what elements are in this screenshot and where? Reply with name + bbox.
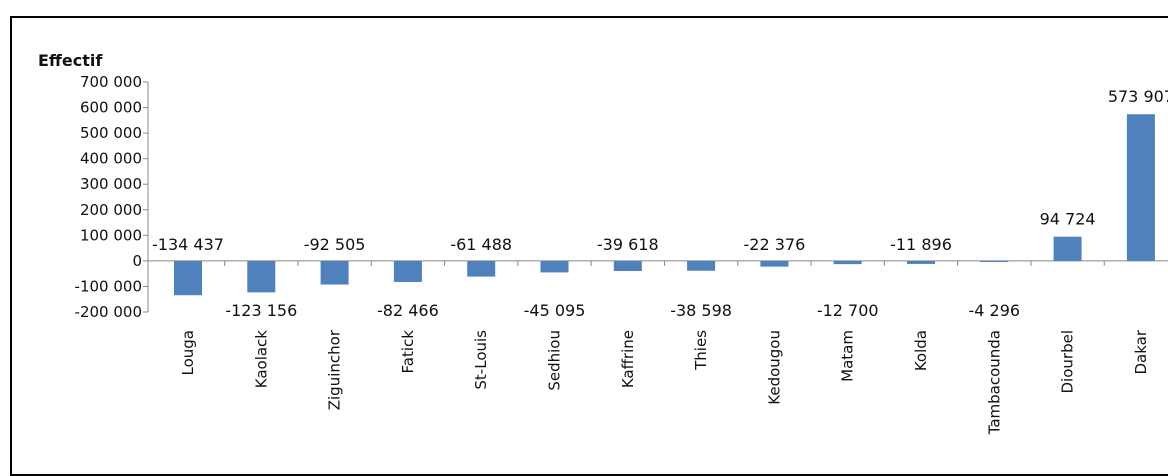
- category-label: Fatick: [399, 330, 417, 374]
- data-label: -4 296: [969, 301, 1021, 320]
- bar-diourbel: [1053, 236, 1082, 261]
- y-axis-label: Effectif: [38, 51, 103, 70]
- bar-st-louis: [467, 260, 496, 277]
- chart-frame: [10, 16, 1168, 476]
- category-label: Kaolack: [252, 330, 270, 389]
- bar-kolda: [907, 260, 935, 264]
- data-label: -92 505: [304, 235, 366, 254]
- category-label: Sedhiou: [546, 330, 564, 391]
- bar-sedhiou: [540, 260, 569, 273]
- y-tick-label: 200 000: [80, 201, 142, 219]
- bar-tambacounda: [980, 260, 1009, 262]
- bar-chart: Effectif 700 000 600 000 500 000 400 000 300…: [38, 51, 1168, 435]
- data-label: -22 376: [744, 235, 806, 254]
- y-tick-label: 0: [132, 252, 142, 270]
- category-label: Louga: [179, 330, 197, 376]
- bar-ziguinchor: [320, 260, 349, 285]
- y-tick-label: 700 000: [80, 73, 142, 91]
- y-tick-label: 100 000: [80, 226, 142, 244]
- y-tick-label: 600 000: [80, 99, 142, 117]
- y-axis: 700 000 600 000 500 000 400 000 300 000 200 0…: [75, 73, 1168, 321]
- category-label: Diourbel: [1059, 330, 1077, 394]
- bar-louga: [174, 260, 202, 296]
- category-label: Dakar: [1132, 329, 1150, 374]
- data-label: -38 598: [670, 301, 732, 320]
- y-tick-label: 500 000: [80, 124, 142, 142]
- x-axis-categories: Louga Kaolack Ziguinchor Fatick St-Louis Sedh…: [179, 329, 1150, 435]
- data-label: 94 724: [1040, 210, 1096, 229]
- data-labels: -134 437 -123 156 -92 505 -82 466 -61 488 -45…: [152, 87, 1168, 320]
- data-label: -134 437: [152, 235, 224, 254]
- category-label: Kolda: [912, 330, 930, 371]
- data-label: -61 488: [450, 235, 512, 254]
- bar-kaolack: [247, 260, 276, 293]
- bar-dakar: [1126, 114, 1155, 261]
- data-label: -11 896: [890, 235, 952, 254]
- data-label: -39 618: [597, 235, 659, 254]
- category-label: Tambacounda: [985, 330, 1003, 435]
- data-label: -12 700: [817, 301, 879, 320]
- category-label: Thies: [692, 330, 710, 371]
- category-label: Matam: [839, 330, 857, 382]
- bar-kaffrine: [613, 260, 642, 272]
- bars: [174, 114, 1155, 296]
- category-label: St-Louis: [472, 330, 490, 390]
- bar-fatick: [393, 260, 422, 282]
- category-label: Ziguinchor: [326, 329, 344, 410]
- data-label: -123 156: [225, 301, 297, 320]
- category-label: Kaffrine: [619, 330, 637, 388]
- data-label: 573 907: [1108, 87, 1168, 106]
- y-tick-label: -200 000: [75, 303, 142, 321]
- bar-kedougou: [760, 260, 789, 267]
- y-tick-label: 400 000: [80, 150, 142, 168]
- data-label: -45 095: [524, 301, 586, 320]
- data-label: -82 466: [377, 301, 439, 320]
- y-tick-label: -100 000: [75, 277, 142, 295]
- bar-thies: [687, 260, 716, 271]
- y-tick-label: 300 000: [80, 175, 142, 193]
- bar-matam: [833, 260, 862, 265]
- category-label: Kedougou: [765, 330, 783, 405]
